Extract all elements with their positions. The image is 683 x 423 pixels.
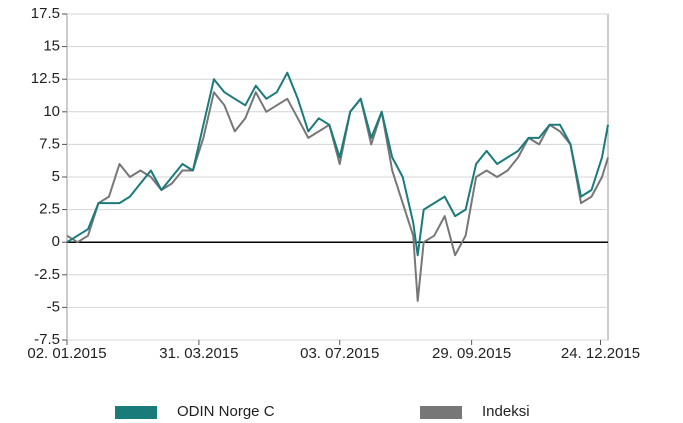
y-tick-label: -5 [47, 298, 60, 315]
x-tick-label: 31. 03.2015 [159, 345, 238, 362]
x-tick-label: 02. 01.2015 [27, 345, 106, 362]
y-tick-label: 2.5 [39, 201, 60, 218]
x-tick-label: 03. 07.2015 [300, 345, 379, 362]
x-tick-label: 29. 09.2015 [432, 345, 511, 362]
legend-swatch [420, 406, 462, 419]
y-tick-label: 10 [43, 103, 60, 120]
legend-swatch [115, 406, 157, 419]
y-tick-label: 0 [52, 233, 60, 250]
y-tick-label: 17.5 [31, 5, 60, 22]
y-tick-label: 5 [52, 168, 60, 185]
legend-label: Indeksi [482, 403, 530, 420]
y-tick-label: 7.5 [39, 135, 60, 152]
series-line [66, 71, 609, 257]
y-tick-label: -7.5 [34, 331, 60, 348]
y-tick-label: -2.5 [34, 266, 60, 283]
legend-label: ODIN Norge C [177, 403, 275, 420]
y-tick-label: 12.5 [31, 70, 60, 87]
series-line [66, 91, 609, 302]
y-tick-label: 15 [43, 38, 60, 55]
x-tick-label: 24. 12.2015 [561, 345, 640, 362]
